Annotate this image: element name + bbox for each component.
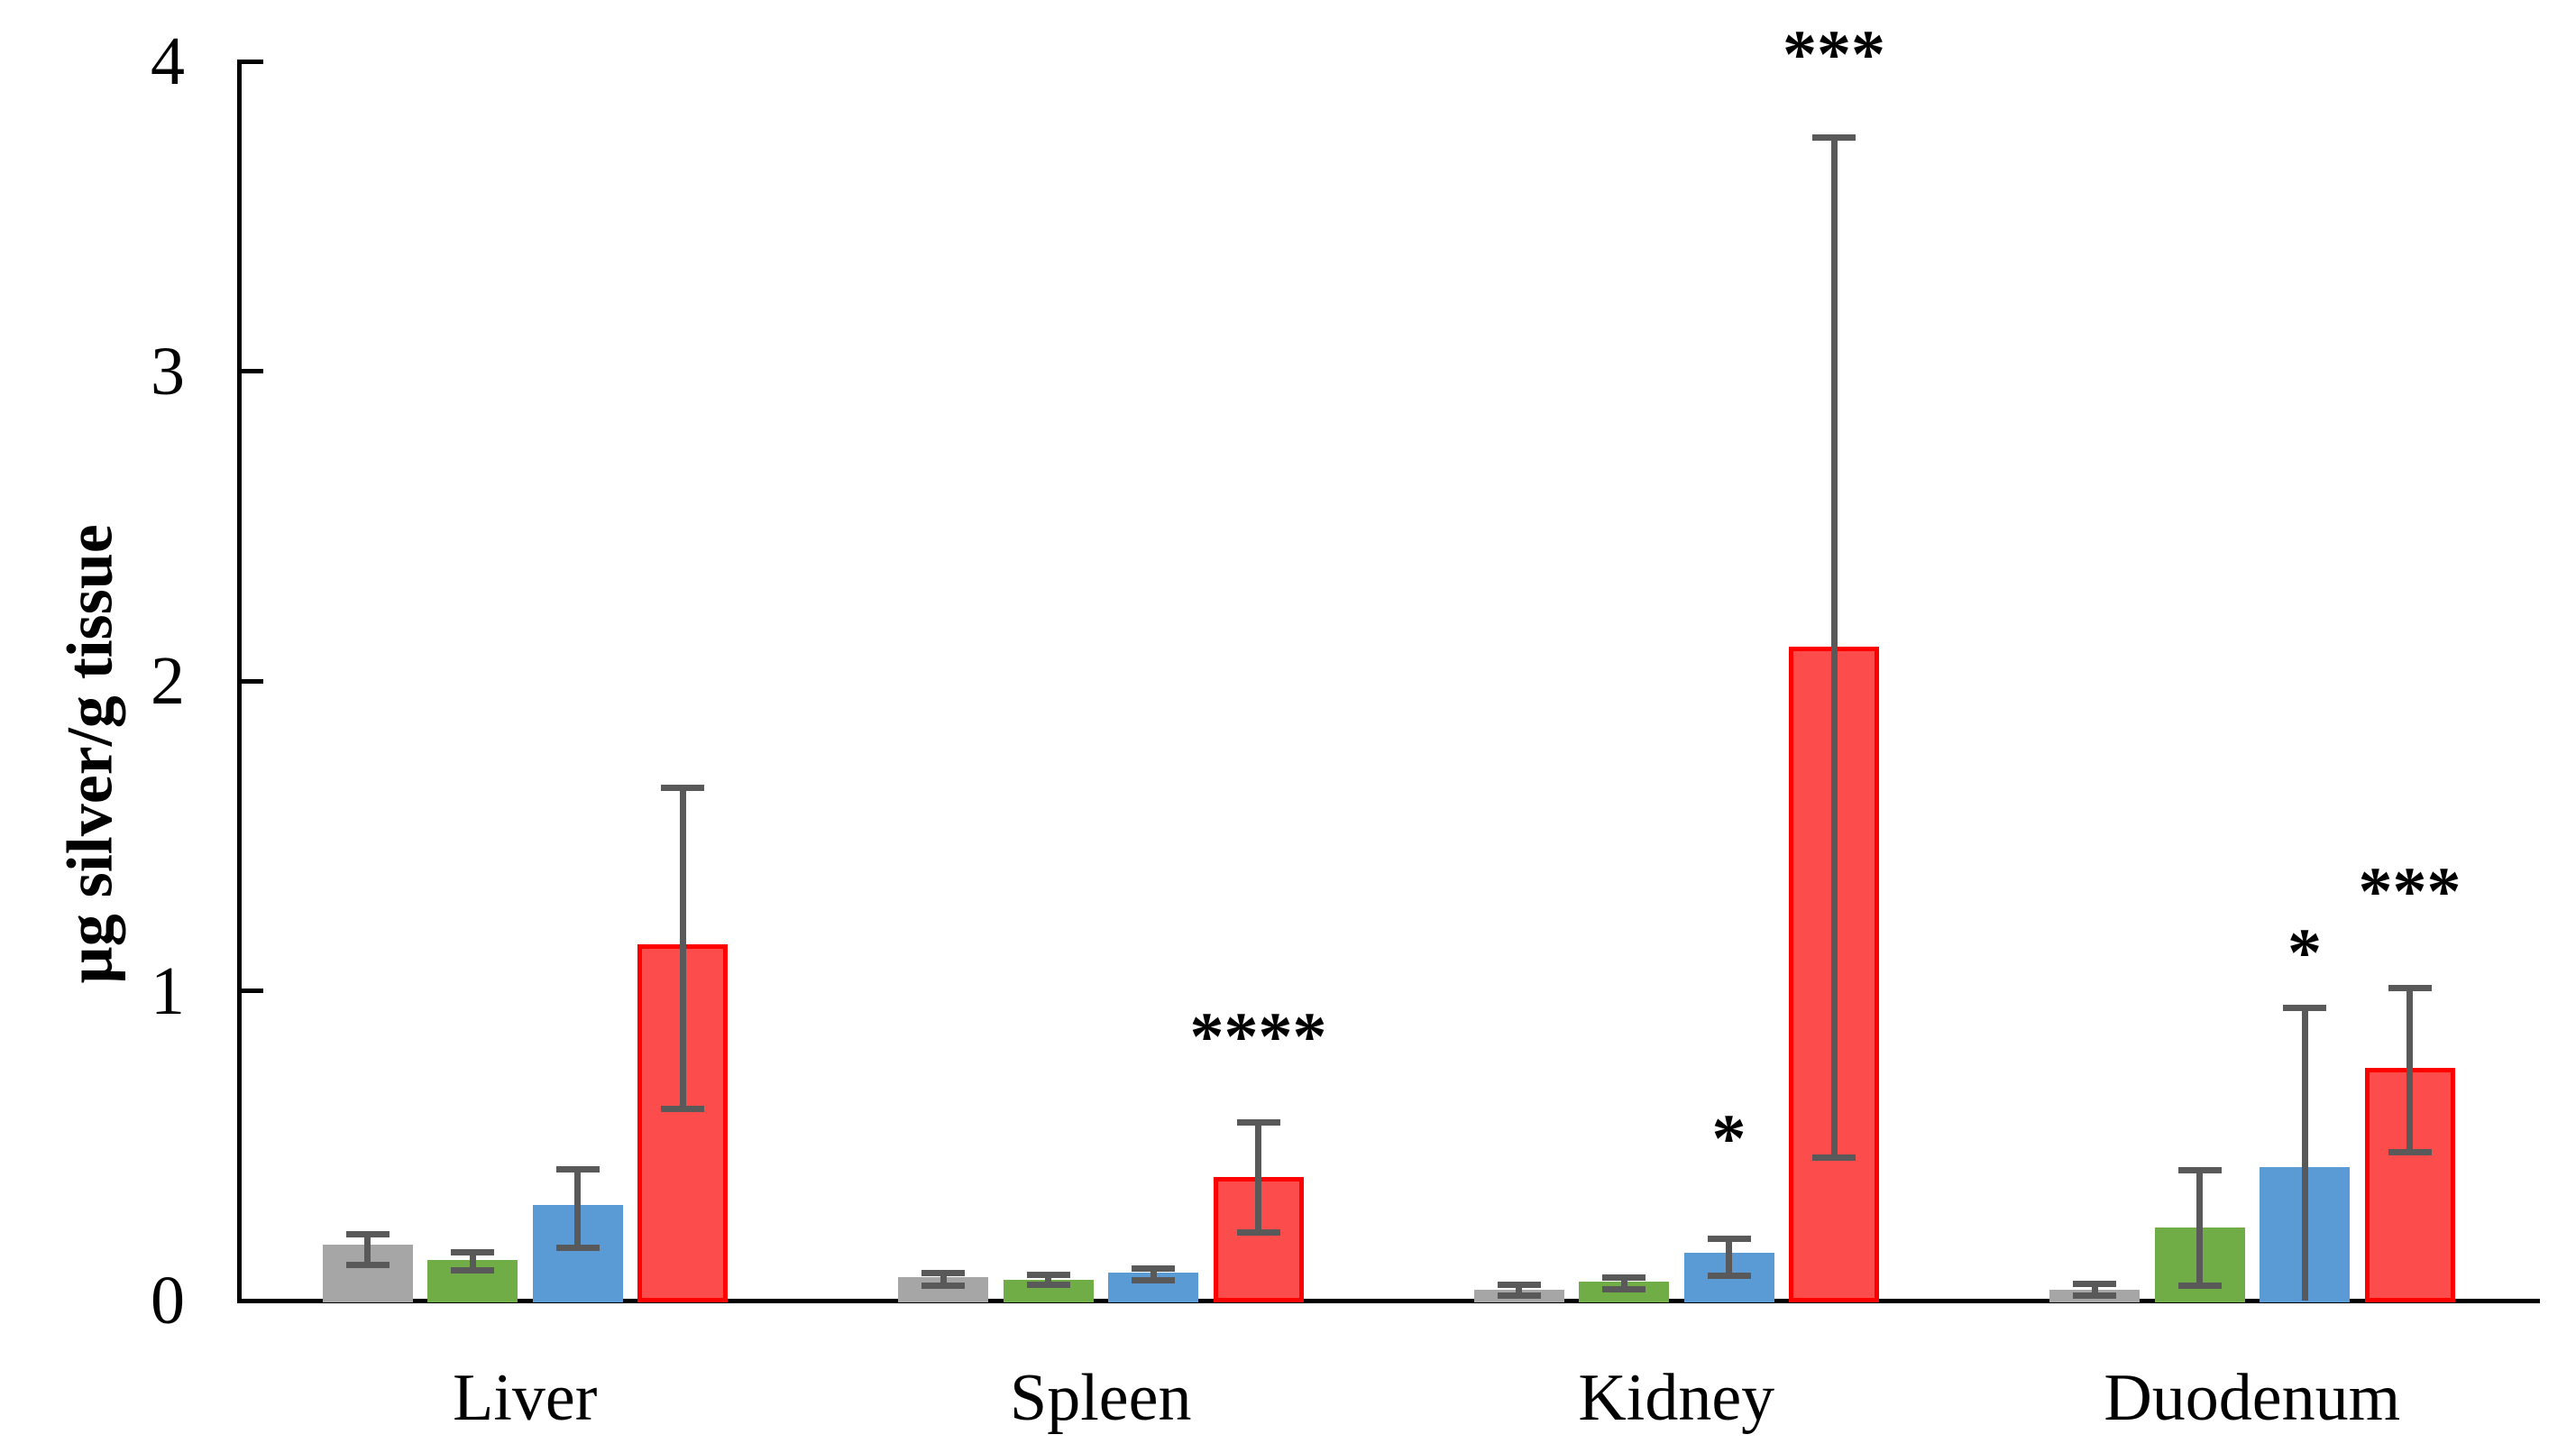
y-axis-tick-label: 0 xyxy=(151,1263,185,1338)
error-bar-line xyxy=(1516,1284,1522,1296)
error-bar-cap-bottom xyxy=(2177,1283,2222,1289)
error-bar-cap-top xyxy=(1236,1118,1280,1126)
y-axis-tick-label: 1 xyxy=(151,952,185,1029)
y-axis-tick xyxy=(242,59,263,64)
category-label-kidney: Kidney xyxy=(1578,1361,1775,1435)
y-axis-tick-label: 2 xyxy=(151,643,185,719)
y-axis-tick xyxy=(242,989,263,993)
significance-stars: * xyxy=(2287,915,2322,991)
error-bar-cap-top xyxy=(921,1269,965,1276)
error-bar-cap-bottom xyxy=(2388,1148,2432,1155)
error-bar-cap-bottom xyxy=(1602,1286,1646,1293)
error-bar-cap-top xyxy=(2177,1167,2222,1174)
error-bar-cap-bottom xyxy=(1497,1292,1541,1300)
error-bar-cap-top xyxy=(1132,1265,1175,1273)
error-bar-cap-bottom xyxy=(345,1261,390,1268)
y-axis-line xyxy=(237,60,242,1303)
significance-stars: *** xyxy=(2358,853,2461,930)
error-bar-cap-top xyxy=(1026,1271,1070,1278)
error-bar-cap-bottom xyxy=(1812,1154,1856,1162)
y-axis-tick-label: 3 xyxy=(151,333,185,409)
error-bar-line xyxy=(469,1252,476,1271)
error-bar-cap-top xyxy=(1707,1235,1751,1242)
category-label-spleen: Spleen xyxy=(1010,1361,1192,1435)
error-bar-line xyxy=(2196,1170,2203,1286)
error-bar-line xyxy=(574,1169,581,1248)
error-bar-line xyxy=(1830,137,1838,1158)
error-bar-cap-top xyxy=(2388,984,2432,991)
error-bar-cap-top xyxy=(661,785,704,791)
error-bar-line xyxy=(2406,988,2413,1153)
category-label-liver: Liver xyxy=(453,1361,598,1435)
error-bar-cap-bottom xyxy=(661,1105,704,1112)
error-bar-cap-top xyxy=(2283,1004,2326,1011)
error-bar-line xyxy=(1255,1122,1261,1233)
error-bar-line xyxy=(940,1273,947,1286)
error-bar-line xyxy=(679,787,686,1109)
error-bar-cap-bottom xyxy=(1236,1228,1280,1236)
y-axis-tick-label: 4 xyxy=(151,23,185,99)
error-bar-line xyxy=(364,1234,371,1265)
error-bar-cap-top xyxy=(345,1230,390,1237)
significance-stars: **** xyxy=(1189,998,1327,1075)
error-bar-line xyxy=(1150,1268,1157,1281)
error-bar-cap-bottom xyxy=(1026,1282,1070,1289)
error-bar-line xyxy=(2301,1007,2308,1301)
error-bar-cap-top xyxy=(555,1165,600,1173)
error-bar-cap-bottom xyxy=(451,1267,494,1274)
error-bar-cap-top xyxy=(2073,1280,2116,1287)
error-bar-line xyxy=(1620,1277,1627,1290)
error-bar-cap-top xyxy=(1497,1282,1541,1289)
error-bar-cap-bottom xyxy=(1132,1277,1175,1284)
error-bar-cap-bottom xyxy=(2073,1292,2116,1300)
y-axis-tick xyxy=(242,369,263,373)
error-bar-cap-bottom xyxy=(1707,1273,1751,1280)
error-bar-line xyxy=(1726,1238,1732,1276)
significance-stars: *** xyxy=(1783,16,1885,93)
error-bar-cap-top xyxy=(1602,1274,1646,1282)
x-axis-line xyxy=(237,1299,2540,1303)
error-bar-cap-top xyxy=(451,1249,494,1256)
error-bar-cap-top xyxy=(1812,133,1856,141)
error-bar-cap-bottom xyxy=(555,1245,600,1252)
y-axis-title: µg silver/g tissue xyxy=(53,524,126,984)
y-axis-tick xyxy=(242,678,263,684)
error-bar-line xyxy=(2091,1283,2098,1296)
error-bar-cap-bottom xyxy=(921,1283,965,1289)
category-label-duodenum: Duodenum xyxy=(2104,1361,2401,1435)
error-bar-line xyxy=(1045,1274,1051,1285)
significance-stars: * xyxy=(1711,1100,1746,1177)
